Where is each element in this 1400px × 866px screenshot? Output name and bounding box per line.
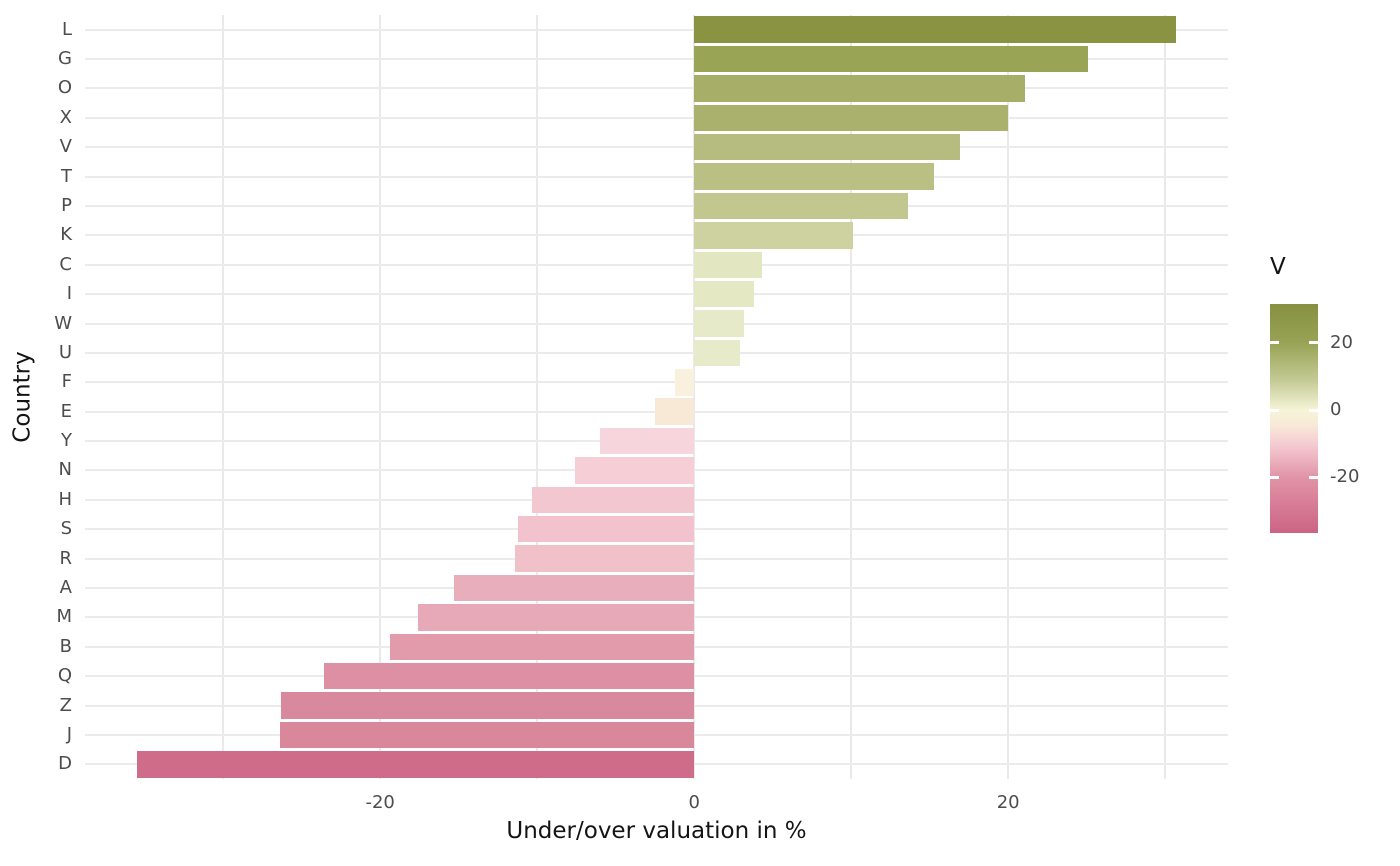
legend-label-0: 0 — [1330, 399, 1342, 421]
gridline-y-F — [85, 381, 1228, 384]
bar-Q — [323, 662, 695, 690]
y-tick-label-I: I — [66, 283, 72, 305]
bar-P — [694, 192, 908, 220]
bar-C — [694, 251, 762, 278]
y-tick-label-X: X — [59, 106, 72, 128]
y-tick-label-Q: Q — [57, 665, 72, 687]
y-tick-label-D: D — [58, 753, 72, 775]
y-tick-label-U: U — [58, 341, 72, 363]
bar-Y — [599, 427, 695, 455]
bar-M — [417, 604, 695, 631]
legend-tickmark-left-0 — [1270, 408, 1279, 412]
y-tick-label-H: H — [58, 488, 72, 510]
gridline-x-20 — [1007, 15, 1010, 779]
x-tick-label-20: 20 — [996, 792, 1020, 813]
legend-label--20: -20 — [1330, 466, 1360, 488]
bar-V — [694, 134, 960, 161]
y-tick-label-V: V — [59, 136, 72, 158]
x-axis-title: Under/over valuation in % — [506, 818, 807, 844]
gridline-y-G — [85, 58, 1228, 61]
y-tick-label-A: A — [59, 577, 72, 598]
y-axis-title: Country — [6, 15, 40, 779]
bar-E — [654, 398, 695, 425]
gridline-y-V — [85, 146, 1228, 149]
bar-R — [515, 545, 695, 572]
gridline-y-W — [85, 322, 1228, 325]
y-axis-title-text: Country — [10, 351, 36, 443]
bar-B — [389, 633, 695, 660]
plot-panel — [85, 15, 1228, 779]
gridline-x--30 — [222, 15, 225, 779]
bar-K — [694, 222, 853, 249]
gridline-y-U — [85, 351, 1228, 354]
legend-title: V — [1270, 254, 1286, 280]
x-tick-label--20: -20 — [365, 792, 395, 813]
legend-tickmark-left-20 — [1270, 341, 1279, 345]
y-tick-label-E: E — [60, 400, 72, 422]
bar-Z — [281, 692, 695, 719]
legend-tickmark-right--20 — [1309, 475, 1318, 479]
y-tick-label-R: R — [59, 547, 72, 569]
bar-I — [694, 280, 754, 308]
gridline-y-X — [85, 116, 1228, 119]
gridline-x-10 — [850, 15, 853, 779]
gridline-y-O — [85, 87, 1228, 90]
bar-S — [518, 516, 695, 543]
y-tick-label-L: L — [61, 18, 72, 40]
y-tick-label-B: B — [59, 635, 72, 657]
bar-U — [694, 339, 740, 367]
bar-H — [532, 486, 695, 514]
gridline-x-0 — [693, 15, 696, 779]
legend-tickmark-right-0 — [1309, 408, 1318, 412]
gridline-x-30 — [1164, 15, 1167, 779]
bar-D — [136, 751, 695, 778]
bar-W — [694, 310, 745, 337]
legend-tickmark-left--20 — [1270, 475, 1279, 479]
x-axis: -20 0 20 — [85, 792, 1228, 816]
bar-T — [694, 163, 935, 190]
gridline-y-I — [85, 293, 1228, 296]
gridline-y-K — [85, 234, 1228, 237]
gridline-y-C — [85, 263, 1228, 266]
bar-L — [694, 16, 1177, 43]
y-tick-label-C: C — [59, 253, 72, 275]
legend-label-20: 20 — [1330, 331, 1353, 353]
bar-G — [694, 45, 1089, 73]
y-tick-label-N: N — [58, 459, 72, 481]
bar-F — [675, 369, 695, 396]
y-tick-label-Y: Y — [61, 430, 72, 452]
legend: V 20 0 -20 — [1255, 240, 1400, 580]
bar-X — [694, 104, 1009, 132]
y-tick-label-Z: Z — [59, 694, 72, 716]
y-tick-label-P: P — [61, 195, 72, 216]
y-tick-label-K: K — [60, 224, 72, 246]
gridline-y-T — [85, 175, 1228, 178]
bar-A — [453, 574, 695, 602]
y-tick-label-O: O — [57, 77, 72, 99]
y-tick-label-J: J — [66, 723, 72, 745]
y-tick-label-M: M — [56, 606, 72, 628]
bar-J — [279, 721, 695, 749]
gridline-y-P — [85, 205, 1228, 207]
y-tick-label-F: F — [61, 371, 72, 393]
y-tick-label-T: T — [61, 165, 72, 187]
y-tick-label-W: W — [54, 312, 72, 334]
gridline-x--20 — [379, 15, 382, 779]
y-tick-label-S: S — [60, 518, 72, 540]
bar-N — [574, 457, 695, 484]
gridline-x--10 — [536, 15, 539, 779]
gridline-y-L — [85, 28, 1228, 31]
legend-colorbar — [1270, 304, 1318, 533]
x-tick-label-0: 0 — [688, 792, 700, 813]
y-tick-label-G: G — [58, 48, 72, 70]
legend-tickmark-right-20 — [1309, 341, 1318, 345]
bar-O — [694, 75, 1026, 102]
